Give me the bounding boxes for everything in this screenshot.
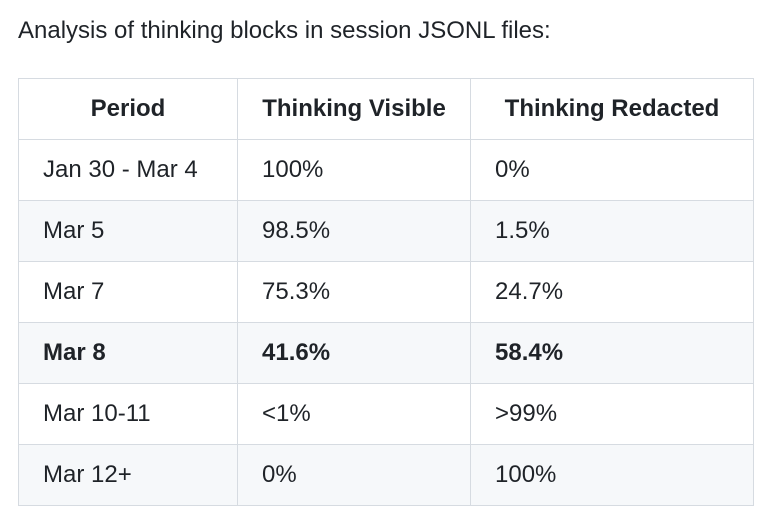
thinking-redacted-cell: 1.5% [470,200,754,262]
thinking-redacted-cell: >99% [470,383,754,445]
table-row: Mar 7 75.3% 24.7% [18,261,754,323]
column-header-thinking-redacted: Thinking Redacted [470,78,754,140]
thinking-visible-cell: <1% [237,383,471,445]
period-cell: Mar 8 [18,322,238,384]
column-header-thinking-visible: Thinking Visible [237,78,471,140]
table-row: Mar 10-11 <1% >99% [18,383,754,445]
thinking-visible-cell: 100% [237,139,471,201]
table-header-row: Period Thinking Visible Thinking Redacte… [18,78,754,140]
table-row: Jan 30 - Mar 4 100% 0% [18,139,754,201]
thinking-redacted-cell: 0% [470,139,754,201]
thinking-visible-cell: 0% [237,444,471,506]
period-cell: Mar 5 [18,200,238,262]
thinking-visible-cell: 98.5% [237,200,471,262]
period-cell: Mar 7 [18,261,238,323]
thinking-redacted-cell: 58.4% [470,322,754,384]
period-cell: Jan 30 - Mar 4 [18,139,238,201]
period-cell: Mar 10-11 [18,383,238,445]
thinking-redacted-cell: 100% [470,444,754,506]
table-row: Mar 8 41.6% 58.4% [18,322,754,384]
thinking-visible-cell: 41.6% [237,322,471,384]
page-title: Analysis of thinking blocks in session J… [18,17,551,44]
period-cell: Mar 12+ [18,444,238,506]
column-header-period: Period [18,78,238,140]
table-row: Mar 12+ 0% 100% [18,444,754,506]
thinking-analysis-table: Period Thinking Visible Thinking Redacte… [18,78,754,506]
thinking-redacted-cell: 24.7% [470,261,754,323]
table-row: Mar 5 98.5% 1.5% [18,200,754,262]
thinking-visible-cell: 75.3% [237,261,471,323]
